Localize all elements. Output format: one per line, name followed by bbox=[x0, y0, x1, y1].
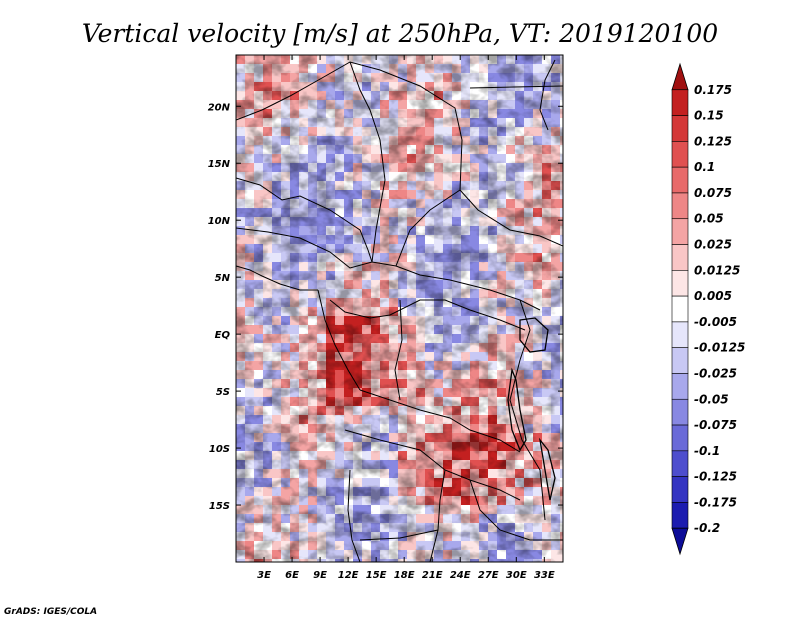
field-texture bbox=[236, 55, 563, 562]
colorbar-swatch bbox=[671, 450, 689, 477]
colorbar-label: 0.1 bbox=[694, 160, 715, 174]
grads-credit: GrADS: IGES/COLA bbox=[4, 607, 97, 617]
colorbar-swatch bbox=[671, 166, 689, 194]
colorbar-label: -0.0125 bbox=[694, 341, 745, 355]
colorbar-label: 0.005 bbox=[694, 289, 732, 303]
colorbar-swatch bbox=[671, 89, 689, 116]
map-frame bbox=[235, 54, 564, 563]
x-tick-label: 12E bbox=[338, 570, 359, 581]
colorbar-swatch bbox=[671, 218, 689, 245]
y-axis: 20N 15N 10N 5N EQ 5S 10S 15S bbox=[208, 102, 563, 512]
colorbar-label: -0.125 bbox=[694, 470, 737, 484]
colorbar: 0.175 0.15 0.125 0.1 0.075 0.05 0.025 0.0125 0.0… bbox=[671, 62, 745, 556]
country-borders bbox=[236, 59, 563, 562]
colorbar-label: -0.175 bbox=[694, 495, 737, 509]
y-tick-label: 15S bbox=[209, 501, 230, 512]
y-tick-label: 5N bbox=[215, 273, 231, 284]
colorbar-label: 0.05 bbox=[694, 212, 724, 226]
colorbar-swatch bbox=[671, 115, 689, 142]
y-tick-label: 10N bbox=[208, 216, 231, 227]
colorbar-swatch bbox=[671, 244, 689, 271]
colorbar-label: -0.05 bbox=[694, 392, 729, 406]
colorbar-swatch bbox=[671, 398, 689, 426]
x-tick-label: 33E bbox=[534, 570, 555, 581]
y-tick-label: 5S bbox=[216, 387, 230, 398]
x-tick-label: 27E bbox=[478, 570, 499, 581]
colorbar-label: -0.075 bbox=[694, 418, 737, 432]
y-tick-label: 10S bbox=[209, 444, 230, 455]
colorbar-label: 0.025 bbox=[694, 238, 732, 252]
colorbar-label: -0.2 bbox=[694, 521, 720, 535]
colorbar-label: 0.075 bbox=[694, 186, 732, 200]
chart-title: Vertical velocity [m/s] at 250hPa, VT: 2… bbox=[82, 19, 718, 48]
colorbar-swatch bbox=[671, 192, 689, 220]
colorbar-swatch bbox=[671, 295, 689, 323]
x-tick-label: 30E bbox=[506, 570, 527, 581]
colorbar-swatch bbox=[671, 270, 689, 297]
colorbar-swatch bbox=[671, 502, 689, 529]
colorbar-swatch bbox=[671, 321, 689, 348]
colorbar-swatch bbox=[671, 476, 689, 503]
x-tick-label: 6E bbox=[285, 570, 299, 581]
colorbar-label: -0.025 bbox=[694, 366, 737, 380]
lake-outlines bbox=[507, 317, 556, 501]
colorbar-label: 0.0125 bbox=[694, 263, 740, 277]
y-tick-label: 15N bbox=[208, 159, 231, 170]
colorbar-swatch bbox=[671, 141, 689, 168]
x-tick-label: 21E bbox=[422, 570, 443, 581]
x-tick-label: 3E bbox=[257, 570, 271, 581]
x-tick-label: 15E bbox=[366, 570, 387, 581]
colorbar-label: -0.005 bbox=[694, 315, 737, 329]
x-tick-label: 9E bbox=[313, 570, 327, 581]
y-tick-label: EQ bbox=[215, 330, 231, 341]
x-tick-label: 18E bbox=[394, 570, 415, 581]
colorbar-bottom-arrow bbox=[671, 527, 689, 556]
map-plot-area bbox=[236, 55, 563, 562]
colorbar-swatch bbox=[671, 424, 689, 452]
colorbar-swatch bbox=[671, 347, 689, 374]
colorbar-label: 0.125 bbox=[694, 134, 732, 148]
x-axis: 3E 6E 9E 12E 15E 18E 21E 24E 27E 30E 33E bbox=[257, 55, 555, 581]
colorbar-label: 0.175 bbox=[694, 83, 732, 97]
x-tick-label: 24E bbox=[450, 570, 471, 581]
colorbar-swatch bbox=[671, 373, 689, 400]
colorbar-top-arrow bbox=[671, 62, 689, 91]
y-tick-label: 20N bbox=[208, 102, 231, 113]
colorbar-label: -0.1 bbox=[694, 444, 720, 458]
colorbar-label: 0.15 bbox=[694, 109, 724, 123]
